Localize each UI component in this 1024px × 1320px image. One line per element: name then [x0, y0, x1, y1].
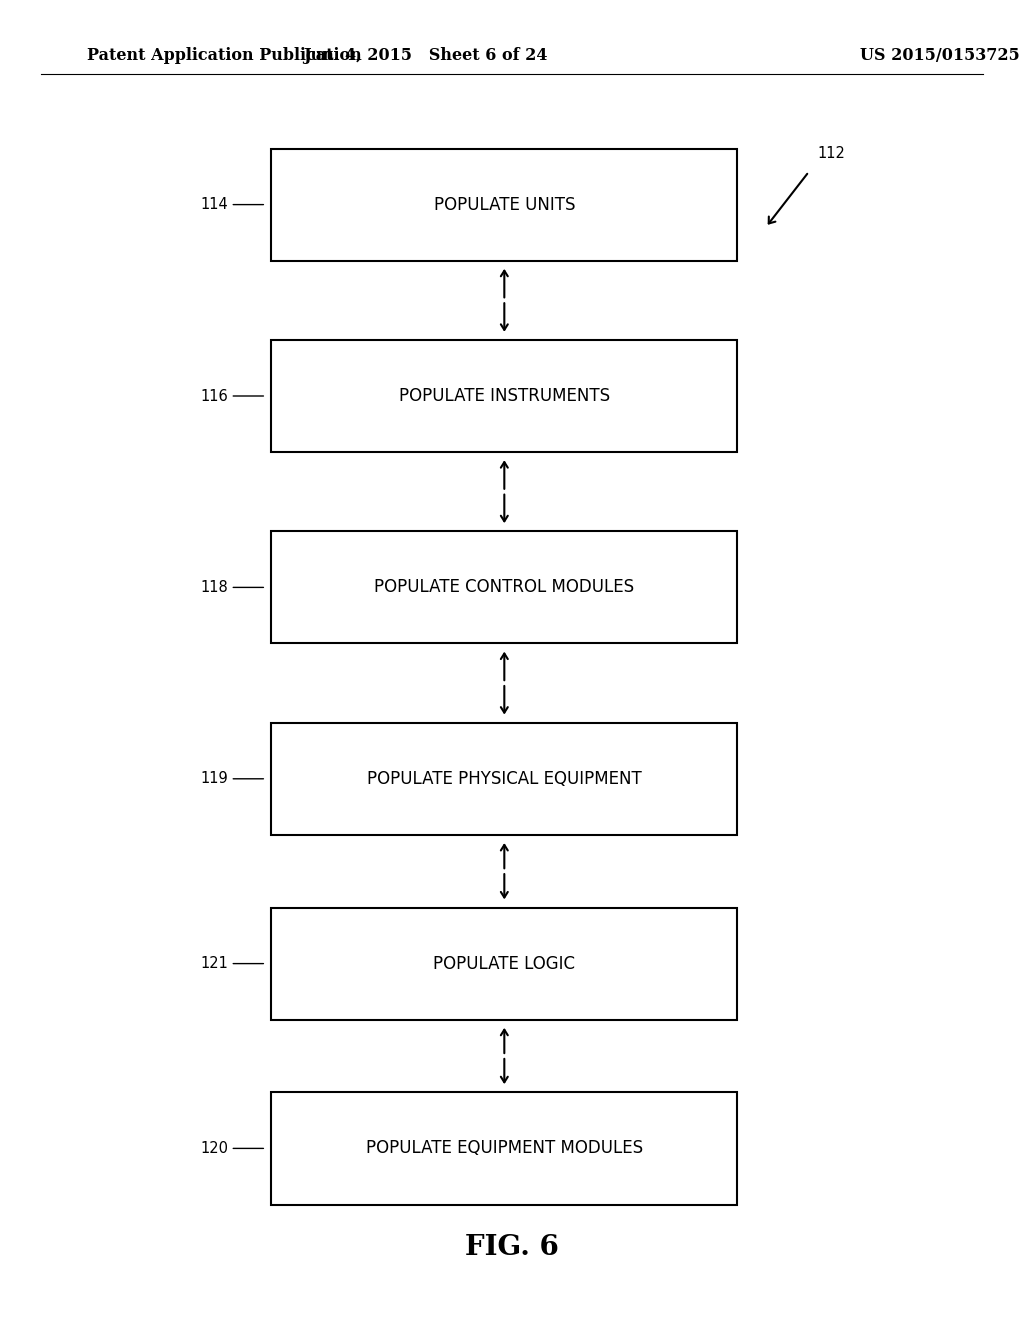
Text: POPULATE LOGIC: POPULATE LOGIC	[433, 954, 575, 973]
Bar	[271, 908, 737, 1019]
Text: 118: 118	[201, 579, 228, 595]
Text: 114: 114	[201, 197, 228, 213]
Text: POPULATE INSTRUMENTS: POPULATE INSTRUMENTS	[398, 387, 610, 405]
Text: POPULATE EQUIPMENT MODULES: POPULATE EQUIPMENT MODULES	[366, 1139, 643, 1158]
Text: Patent Application Publication: Patent Application Publication	[87, 48, 361, 63]
Text: 121: 121	[201, 956, 228, 972]
Text: 116: 116	[201, 388, 228, 404]
Text: POPULATE PHYSICAL EQUIPMENT: POPULATE PHYSICAL EQUIPMENT	[367, 770, 642, 788]
Text: FIG. 6: FIG. 6	[465, 1234, 559, 1261]
Text: POPULATE UNITS: POPULATE UNITS	[433, 195, 575, 214]
Bar	[271, 723, 737, 836]
Text: POPULATE CONTROL MODULES: POPULATE CONTROL MODULES	[374, 578, 635, 597]
Bar	[271, 1093, 737, 1204]
Text: 112: 112	[817, 147, 845, 161]
Text: 119: 119	[201, 771, 228, 787]
Bar	[271, 341, 737, 451]
Bar	[271, 149, 737, 261]
Text: Jun. 4, 2015   Sheet 6 of 24: Jun. 4, 2015 Sheet 6 of 24	[303, 48, 547, 63]
Bar	[271, 531, 737, 643]
Text: 120: 120	[201, 1140, 228, 1156]
Text: US 2015/0153725 A1: US 2015/0153725 A1	[860, 48, 1024, 63]
